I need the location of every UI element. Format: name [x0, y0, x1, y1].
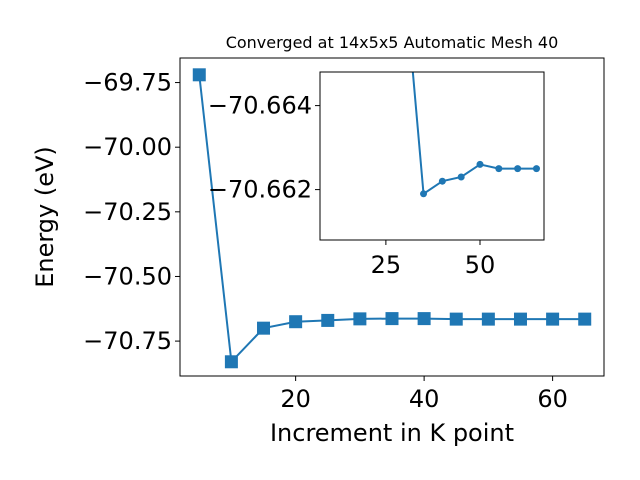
- data-point-marker: [224, 355, 238, 369]
- data-point-marker: [192, 68, 206, 82]
- inset-plot-frame: [319, 71, 545, 241]
- y-tick-label: −70.662: [208, 176, 312, 204]
- y-tick-label: −69.75: [83, 69, 172, 97]
- y-tick-label: −70.75: [83, 327, 172, 355]
- data-point-marker: [449, 312, 463, 326]
- data-point-marker: [514, 165, 522, 173]
- data-point-marker: [321, 313, 335, 327]
- data-point-marker: [417, 312, 431, 326]
- x-axis-label: Increment in K point: [270, 419, 514, 447]
- main-x-axis: 20 40 60: [280, 376, 568, 413]
- data-point-marker: [513, 312, 527, 326]
- data-point-marker: [532, 165, 540, 173]
- y-tick-label: −70.664: [208, 92, 312, 120]
- y-tick-label: −70.50: [83, 262, 172, 290]
- x-tick-label: 25: [371, 251, 402, 279]
- inset-series: [411, 72, 540, 198]
- data-point-marker: [353, 312, 367, 326]
- x-tick-label: 60: [537, 385, 568, 413]
- inset-y-axis: −70.664 −70.662: [208, 92, 320, 204]
- data-point-marker: [457, 173, 465, 181]
- data-point-marker: [578, 312, 592, 326]
- y-tick-label: −70.25: [83, 198, 172, 226]
- data-point-marker: [420, 190, 428, 198]
- data-point-marker: [289, 315, 303, 329]
- x-tick-label: 20: [280, 385, 311, 413]
- x-tick-label: 40: [409, 385, 440, 413]
- main-series: [192, 68, 592, 369]
- y-tick-label: −70.00: [83, 133, 172, 161]
- main-plot-frame: [179, 57, 605, 377]
- data-point-marker: [495, 165, 503, 173]
- chart-title: Converged at 14x5x5 Automatic Mesh 40: [226, 33, 559, 52]
- y-axis-label: Energy (eV): [31, 146, 59, 288]
- data-point-marker: [257, 321, 271, 335]
- inset-x-axis: 25 50: [371, 240, 496, 279]
- main-y-axis: −69.75 −70.00 −70.25 −70.50 −70.75: [83, 69, 180, 355]
- inset-background: [320, 72, 544, 240]
- data-point-marker: [481, 312, 495, 326]
- x-tick-label: 50: [465, 251, 496, 279]
- data-point-marker: [546, 312, 560, 326]
- data-point-marker: [476, 160, 484, 168]
- data-point-marker: [438, 177, 446, 185]
- data-point-marker: [385, 312, 399, 326]
